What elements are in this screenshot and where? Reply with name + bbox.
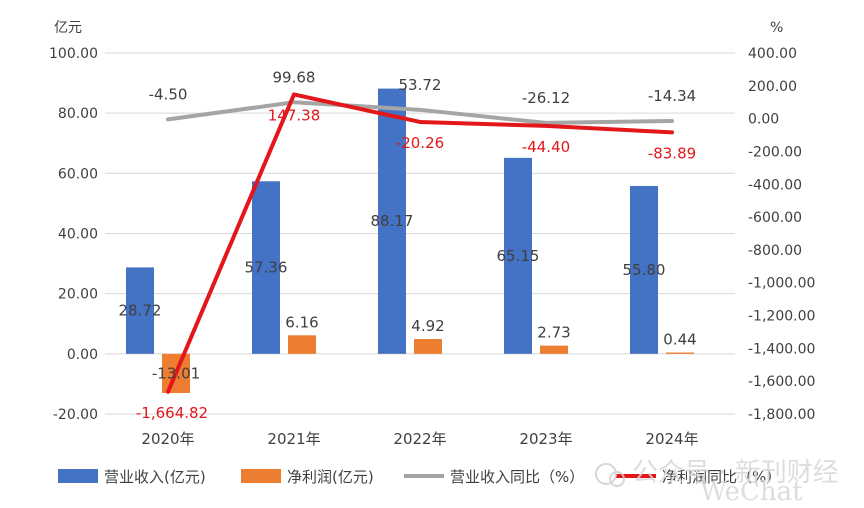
category-labels: 2020年 2021年 2022年 2023年 2024年 bbox=[141, 430, 698, 448]
watermark-latin: WeChat bbox=[700, 477, 803, 507]
category-label: 2021年 bbox=[267, 430, 320, 448]
line-marks bbox=[166, 92, 674, 394]
legend-label: 营业收入(亿元) bbox=[104, 468, 206, 486]
left-tick-label: 60.00 bbox=[58, 166, 98, 182]
bar-net-profit bbox=[540, 345, 568, 354]
data-label-net-profit: -13.01 bbox=[152, 364, 200, 382]
bar-net-profit bbox=[288, 335, 316, 354]
data-label-revenue: 28.72 bbox=[119, 302, 162, 320]
left-axis-ticks: -20.00 0.00 20.00 40.00 60.00 80.00 100.00 bbox=[49, 46, 98, 423]
left-tick-label: -20.00 bbox=[53, 407, 98, 423]
data-label-net-profit-yoy: 147.38 bbox=[268, 106, 321, 124]
left-tick-label: 20.00 bbox=[58, 287, 98, 303]
data-label-revenue-yoy: -26.12 bbox=[522, 89, 570, 107]
data-label-net-profit: 4.92 bbox=[411, 317, 444, 335]
right-tick-label: -1,600.00 bbox=[748, 374, 815, 390]
data-label-net-profit-yoy: -44.40 bbox=[522, 138, 570, 156]
data-label-revenue: 65.15 bbox=[497, 247, 540, 265]
line-net-profit-yoy bbox=[166, 92, 674, 394]
right-tick-label: 200.00 bbox=[748, 79, 797, 95]
data-label-net-profit: 2.73 bbox=[537, 324, 570, 342]
bar-revenue bbox=[378, 88, 406, 354]
data-label-revenue-yoy: -14.34 bbox=[648, 87, 696, 105]
bar-revenue bbox=[630, 185, 658, 354]
category-label: 2020年 bbox=[141, 430, 194, 448]
bar-revenue bbox=[252, 181, 280, 354]
wechat-logo-icon bbox=[595, 463, 617, 485]
watermark: 公众号 · 新刊财经 WeChat bbox=[595, 458, 839, 507]
left-tick-label: 0.00 bbox=[67, 347, 98, 363]
data-label-net-profit-yoy: -83.89 bbox=[648, 144, 696, 162]
right-tick-label: -800.00 bbox=[748, 243, 802, 259]
line-revenue-yoy bbox=[166, 100, 674, 125]
right-tick-label: -1,200.00 bbox=[748, 309, 815, 325]
left-axis-unit: 亿元 bbox=[54, 20, 82, 36]
data-label-net-profit: 6.16 bbox=[285, 313, 318, 331]
category-label: 2024年 bbox=[645, 430, 698, 448]
legend-swatch bbox=[58, 469, 98, 483]
left-tick-label: 40.00 bbox=[58, 227, 98, 243]
data-label-revenue: 57.36 bbox=[245, 259, 288, 277]
category-label: 2022年 bbox=[393, 430, 446, 448]
data-label-net-profit-yoy: -20.26 bbox=[396, 134, 444, 152]
right-tick-label: -600.00 bbox=[748, 210, 802, 226]
legend-label: 净利润同比（%） bbox=[662, 468, 781, 486]
category-label: 2023年 bbox=[519, 430, 572, 448]
bar-net-profit bbox=[414, 339, 442, 354]
right-axis-unit: % bbox=[770, 20, 783, 36]
data-label-net-profit-yoy: -1,664.82 bbox=[136, 404, 208, 422]
legend-label: 净利润(亿元) bbox=[287, 468, 374, 486]
data-label-revenue-yoy: -4.50 bbox=[149, 85, 188, 103]
right-tick-label: -200.00 bbox=[748, 144, 802, 160]
bar-revenue bbox=[126, 267, 154, 354]
data-label-net-profit: 0.44 bbox=[663, 331, 696, 349]
left-tick-label: 80.00 bbox=[58, 106, 98, 122]
right-tick-label: -1,400.00 bbox=[748, 341, 815, 357]
data-label-revenue-yoy: 53.72 bbox=[399, 76, 442, 94]
right-tick-label: 0.00 bbox=[748, 112, 779, 128]
legend-swatch bbox=[241, 469, 281, 483]
bar-revenue bbox=[504, 157, 532, 354]
legend-label: 营业收入同比（%） bbox=[450, 468, 584, 486]
legend: 营业收入(亿元) 净利润(亿元) 营业收入同比（%） 净利润同比（%） bbox=[58, 468, 781, 486]
right-tick-label: -1,800.00 bbox=[748, 407, 815, 423]
watermark-text: 公众号 · 新刊财经 bbox=[632, 458, 839, 488]
right-tick-label: -1,000.00 bbox=[748, 276, 815, 292]
data-labels: 28.72 57.36 88.17 65.15 55.80 -13.01 6.16 4.92 2… bbox=[119, 68, 697, 422]
right-tick-label: -400.00 bbox=[748, 177, 802, 193]
right-tick-label: 400.00 bbox=[748, 46, 797, 62]
data-label-revenue: 55.80 bbox=[623, 261, 666, 279]
left-tick-label: 100.00 bbox=[49, 46, 98, 62]
data-label-revenue-yoy: 99.68 bbox=[273, 68, 316, 86]
bar-net-profit bbox=[666, 352, 694, 354]
data-label-revenue: 88.17 bbox=[371, 212, 414, 230]
bar-marks bbox=[126, 88, 694, 393]
wechat-logo-icon-small bbox=[609, 471, 625, 487]
right-axis-ticks: -1,800.00 -1,600.00 -1,400.00 -1,200.00 -1,0… bbox=[748, 46, 815, 423]
